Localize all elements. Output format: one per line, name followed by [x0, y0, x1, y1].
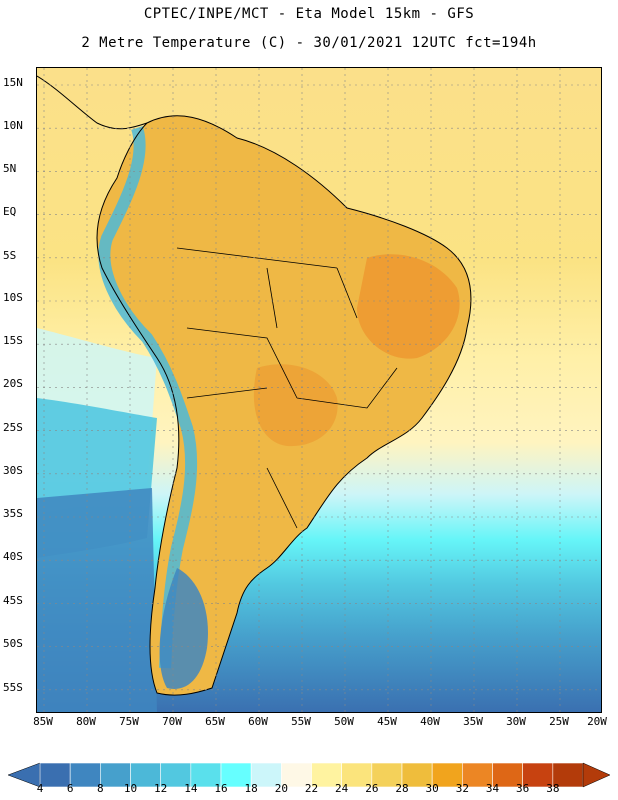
colorbar-level-label: 36: [516, 782, 530, 795]
lat-label: 15N: [3, 76, 23, 89]
lon-label: 70W: [162, 715, 182, 728]
lat-label: 55S: [3, 681, 23, 694]
lat-label: 45S: [3, 594, 23, 607]
lon-label: 55W: [291, 715, 311, 728]
lat-label: 50S: [3, 637, 23, 650]
lat-label: 15S: [3, 334, 23, 347]
lat-gridlines: [37, 84, 601, 691]
map-canvas: [37, 68, 601, 712]
map-subtitle: 2 Metre Temperature (C) - 30/01/2021 12U…: [81, 35, 537, 51]
hot-patch-ne: [357, 254, 460, 359]
country-borders: [176, 247, 398, 529]
lat-label: 35S: [3, 507, 23, 520]
colorbar-swatch: [431, 762, 463, 788]
colorbar-level-label: 12: [154, 782, 168, 795]
lon-label: 45W: [377, 715, 397, 728]
colorbar-swatch: [250, 762, 282, 788]
pacific-south-band: [37, 488, 157, 712]
central-america: [37, 75, 148, 130]
lon-label: 60W: [248, 715, 268, 728]
lon-label: 75W: [119, 715, 139, 728]
lon-label: 85W: [33, 715, 53, 728]
lon-label: 40W: [420, 715, 440, 728]
lon-label: 30W: [506, 715, 526, 728]
colorbar-swatch: [462, 762, 493, 788]
lon-label: 25W: [549, 715, 569, 728]
colorbar-swatch: [39, 762, 71, 788]
patagonia-cold: [159, 568, 208, 689]
colorbar-swatch: [522, 762, 554, 788]
colorbar-level-label: 32: [455, 782, 469, 795]
colorbar-max-arrow: [582, 762, 611, 788]
lon-label: 35W: [463, 715, 483, 728]
colorbar-level-label: 14: [184, 782, 198, 795]
colorbar-swatch: [100, 762, 131, 788]
lon-label: 65W: [205, 715, 225, 728]
hot-patch-center: [253, 364, 338, 447]
colorbar-swatch: [220, 762, 252, 788]
map-title: CPTEC/INPE/MCT - Eta Model 15km - GFS: [143, 6, 475, 22]
colorbar-swatch: [341, 762, 373, 788]
colorbar-swatch: [371, 762, 403, 788]
temperature-map[interactable]: [36, 67, 602, 713]
lon-label: 20W: [587, 715, 607, 728]
temperature-colorbar: [7, 762, 611, 788]
lat-label: 5N: [3, 162, 17, 175]
colorbar-level-label: 4: [36, 782, 44, 795]
colorbar-level-label: 24: [335, 782, 349, 795]
lat-label: 5S: [3, 249, 17, 262]
lat-label: 40S: [3, 550, 23, 563]
colorbar-level-label: 30: [425, 782, 439, 795]
lat-label: EQ: [3, 205, 17, 218]
lon-label: 80W: [76, 715, 96, 728]
colorbar-swatch: [552, 762, 584, 788]
colorbar-swatch: [401, 762, 433, 788]
colorbar-level-label: 22: [304, 782, 319, 795]
colorbar-level-label: 28: [395, 782, 409, 795]
coastline: [96, 115, 472, 696]
colorbar-swatch: [130, 762, 161, 788]
lat-label: 30S: [3, 464, 23, 477]
lat-label: 10S: [3, 291, 23, 304]
colorbar-level-label: 6: [66, 782, 74, 795]
colorbar-level-label: 18: [244, 782, 258, 795]
andes-cold-strip: [98, 126, 198, 669]
colorbar-level-label: 26: [365, 782, 379, 795]
colorbar-swatch: [190, 762, 222, 788]
colorbar-swatch: [311, 762, 342, 788]
colorbar-level-label: 10: [123, 782, 138, 795]
colorbar-level-label: 8: [97, 782, 104, 795]
lat-label: 20S: [3, 377, 23, 390]
colorbar-swatch: [69, 762, 101, 788]
lat-label: 25S: [3, 421, 23, 434]
colorbar-level-label: 16: [214, 782, 228, 795]
colorbar-level-label: 38: [546, 782, 560, 795]
lat-label: 10N: [3, 119, 23, 132]
lon-label: 50W: [334, 715, 354, 728]
colorbar-level-label: 34: [485, 782, 500, 795]
colorbar-level-label: 20: [274, 782, 288, 795]
